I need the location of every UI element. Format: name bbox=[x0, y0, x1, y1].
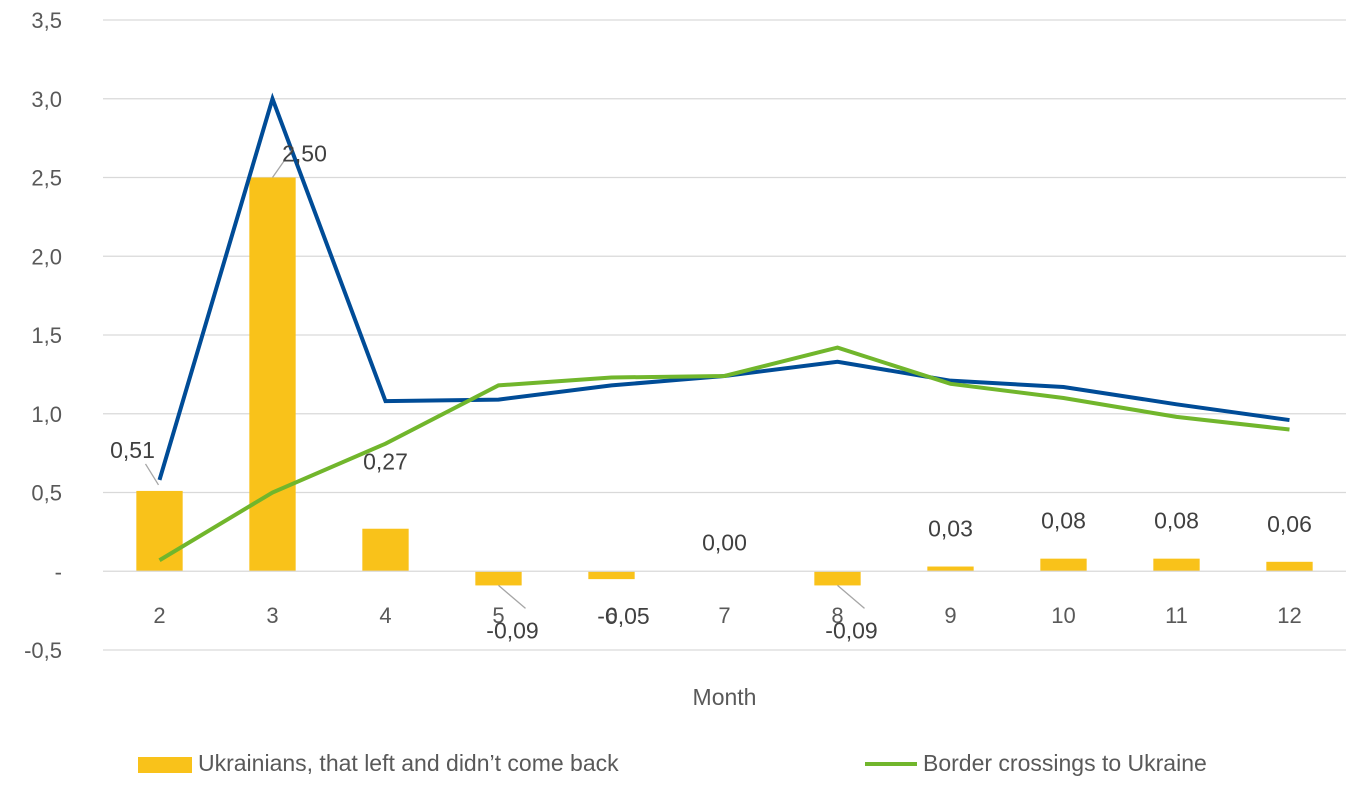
bar-data-labels: 0,51 2,50 0,27 -0,09 -0,05 0,00 -0,09 0,03 0,08 0… bbox=[110, 141, 1312, 644]
x-tick-label: 8 bbox=[831, 603, 843, 628]
y-tick-label: 2,0 bbox=[31, 244, 62, 269]
leader-line bbox=[837, 584, 865, 609]
x-axis-ticks: 2 3 4 5 6 7 8 9 10 11 12 bbox=[153, 603, 1301, 628]
bar-data-label: 0,27 bbox=[363, 449, 408, 475]
y-tick-label: 3,5 bbox=[31, 8, 62, 33]
series-line bbox=[157, 92, 1290, 481]
series-line bbox=[158, 345, 1290, 562]
legend: Ukrainians, that left and didn’t come ba… bbox=[138, 750, 1207, 776]
x-tick-label: 11 bbox=[1165, 603, 1188, 628]
y-tick-label: 3,0 bbox=[31, 87, 62, 112]
x-tick-label: 5 bbox=[492, 603, 504, 628]
bar-data-label: -0,05 bbox=[597, 603, 649, 629]
legend-label-bars: Ukrainians, that left and didn’t come ba… bbox=[198, 750, 619, 776]
legend-label-line: Border crossings to Ukraine bbox=[923, 750, 1207, 776]
y-tick-label: 0,5 bbox=[31, 481, 62, 506]
y-tick-label: 1,5 bbox=[31, 323, 62, 348]
x-tick-label: 4 bbox=[379, 603, 391, 628]
y-tick-label: -0,5 bbox=[24, 638, 62, 663]
bar-data-label: 0,51 bbox=[110, 437, 155, 463]
bar bbox=[927, 566, 974, 572]
bar bbox=[249, 177, 296, 572]
bar-data-label: 0,08 bbox=[1154, 508, 1199, 534]
x-tick-label: 7 bbox=[718, 603, 730, 628]
bar-data-label: -0,09 bbox=[486, 617, 538, 643]
x-tick-label: 10 bbox=[1051, 603, 1075, 628]
bar bbox=[475, 571, 522, 586]
bar bbox=[1040, 558, 1087, 572]
gridlines bbox=[103, 19, 1346, 651]
leader-line bbox=[498, 584, 526, 609]
bar bbox=[362, 528, 409, 572]
bar bbox=[136, 490, 183, 572]
y-tick-label: 2,5 bbox=[31, 166, 62, 191]
bar-series bbox=[136, 177, 1313, 586]
x-tick-label: 6 bbox=[605, 603, 617, 628]
y-tick-label: 1,0 bbox=[31, 402, 62, 427]
bar-data-label: 2,50 bbox=[282, 141, 327, 167]
x-tick-label: 2 bbox=[153, 603, 165, 628]
bar-data-label: 0,06 bbox=[1267, 511, 1312, 537]
legend-swatch-bars bbox=[138, 757, 192, 773]
bar-data-label: 0,03 bbox=[928, 516, 973, 542]
y-axis-ticks: -0,5-0,51,01,52,02,53,03,5 bbox=[24, 8, 62, 663]
bar bbox=[814, 571, 861, 586]
bar bbox=[1266, 561, 1313, 572]
bar bbox=[588, 571, 635, 580]
y-tick-label: - bbox=[55, 559, 62, 584]
x-tick-label: 3 bbox=[266, 603, 278, 628]
leader-line bbox=[271, 147, 295, 178]
x-tick-label: 12 bbox=[1277, 603, 1301, 628]
x-axis-title: Month bbox=[693, 684, 757, 710]
bar-data-label: 0,08 bbox=[1041, 508, 1086, 534]
x-tick-label: 9 bbox=[944, 603, 956, 628]
line-series bbox=[157, 92, 1290, 562]
label-leader-lines bbox=[144, 147, 865, 609]
leader-line bbox=[144, 463, 160, 486]
bar-data-label: -0,09 bbox=[825, 617, 877, 643]
bar-data-label: 0,00 bbox=[702, 529, 747, 555]
bar bbox=[1153, 558, 1200, 572]
